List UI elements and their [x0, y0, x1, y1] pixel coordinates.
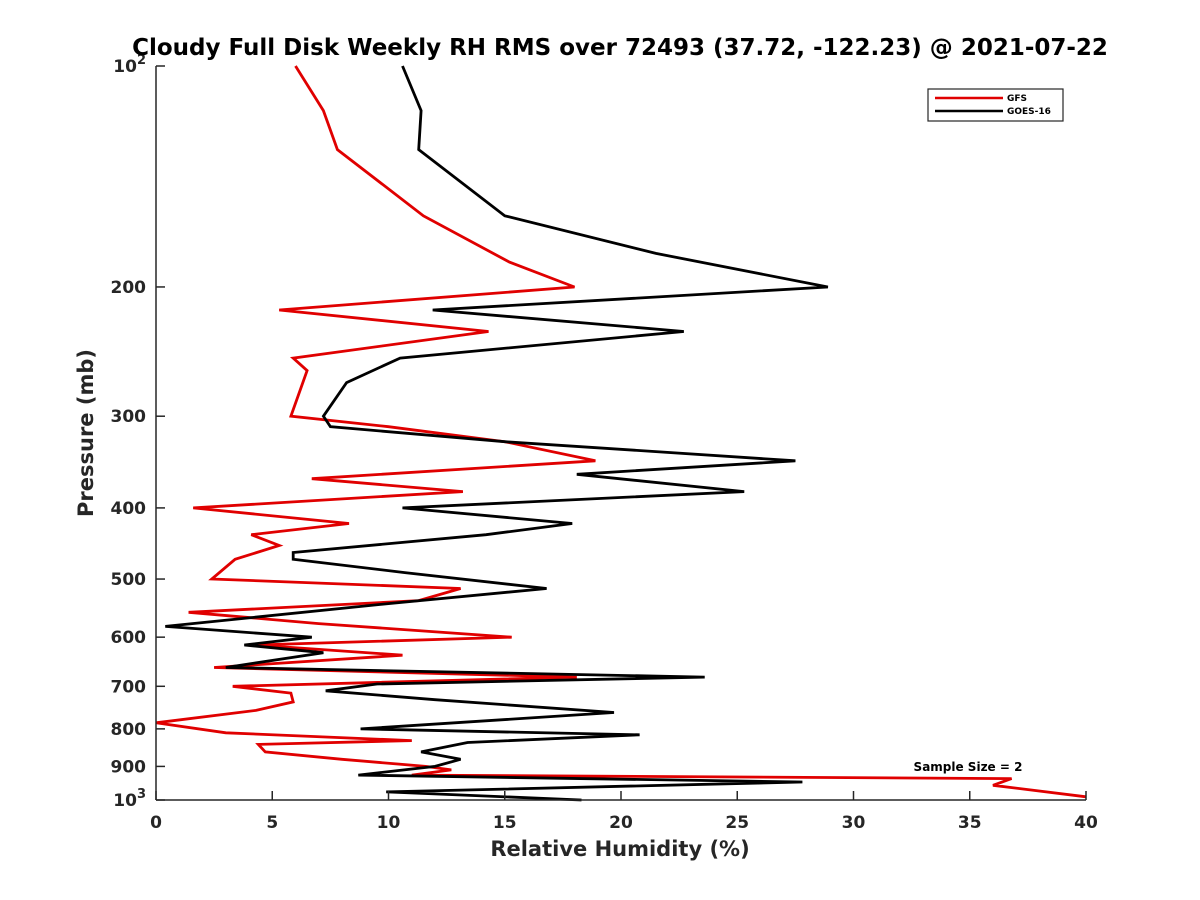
series-line-goes-16 — [165, 65, 829, 802]
x-tick-label: 0 — [150, 813, 162, 833]
x-axis-label: Relative Humidity (%) — [490, 837, 749, 861]
x-tick-label: 15 — [493, 813, 517, 833]
y-tick-exponent: 2 — [137, 53, 146, 68]
y-tick-label: 200 — [111, 278, 147, 298]
x-tick-label: 30 — [842, 813, 866, 833]
y-axis-label: Pressure (mb) — [74, 349, 98, 517]
legend-box — [927, 88, 1064, 122]
chart-title: Cloudy Full Disk Weekly RH RMS over 7249… — [132, 35, 1108, 61]
y-tick-label: 600 — [111, 628, 147, 648]
y-tick-label: 500 — [111, 570, 147, 590]
y-tick-label: 300 — [111, 407, 147, 427]
legend: GFS GOES-16 — [927, 88, 1064, 122]
series-lines — [155, 65, 1087, 802]
legend-label-gfs: GFS — [1007, 94, 1027, 104]
x-tick-label: 10 — [377, 813, 401, 833]
y-tick-label: 800 — [111, 720, 147, 740]
sample-size-annotation: Sample Size = 2 — [914, 760, 1023, 774]
x-tick-label: 5 — [266, 813, 278, 833]
y-tick-label: 102 — [113, 53, 146, 77]
x-axis-ticks: 0 5 10 15 20 25 30 35 40 — [150, 791, 1098, 833]
y-tick-base: 10 — [113, 57, 137, 77]
y-tick-label: 700 — [111, 677, 147, 697]
y-tick-exponent: 3 — [137, 787, 146, 802]
y-tick-label: 103 — [113, 787, 146, 811]
y-tick-base: 10 — [113, 791, 137, 811]
x-tick-label: 35 — [958, 813, 982, 833]
y-tick-label: 900 — [111, 757, 147, 777]
y-tick-label: 400 — [111, 499, 147, 519]
x-tick-label: 25 — [725, 813, 749, 833]
x-tick-label: 40 — [1074, 813, 1098, 833]
legend-label-goes-16: GOES-16 — [1007, 107, 1051, 117]
x-tick-label: 20 — [609, 813, 633, 833]
